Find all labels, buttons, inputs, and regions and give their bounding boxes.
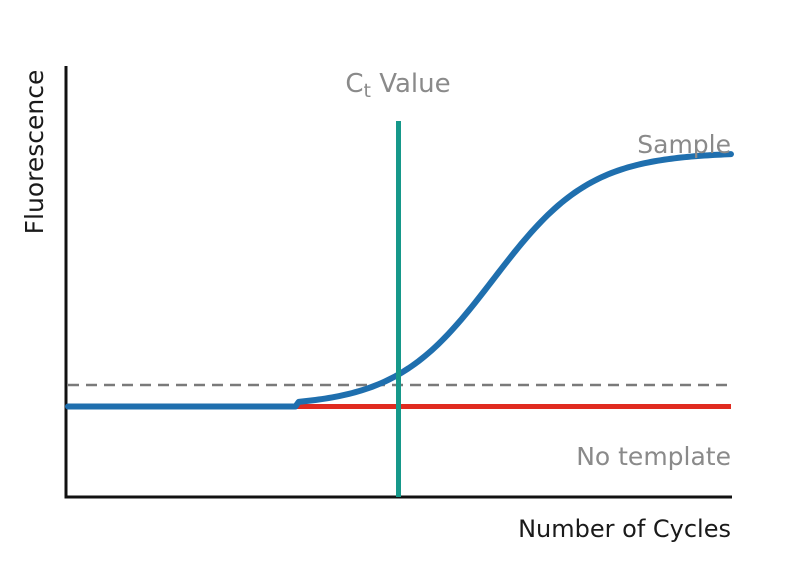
ct-label-subscript: t: [364, 80, 371, 102]
y-axis-label: Fluorescence: [20, 70, 49, 235]
sample-series-label: Sample: [637, 130, 731, 159]
ct-value-label: Ct Value: [345, 69, 450, 102]
x-axis-label: Number of Cycles: [518, 515, 731, 543]
ct-label-main: C: [345, 69, 363, 99]
no-template-series-label: No template: [576, 442, 731, 471]
ct-label-tail: Value: [371, 69, 451, 99]
